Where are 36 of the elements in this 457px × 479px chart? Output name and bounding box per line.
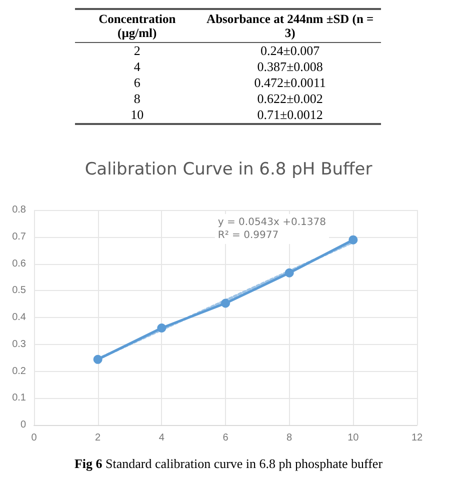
x-tick-label: 0: [31, 432, 38, 444]
y-tick-label: 0.2: [12, 366, 26, 377]
y-tick-label: 0.4: [12, 312, 26, 323]
x-tick-label: 4: [158, 432, 165, 444]
y-tick-label: 0.8: [12, 204, 26, 216]
chart-title: Calibration Curve in 6.8 pH Buffer: [84, 160, 372, 180]
x-tick-label: 12: [411, 432, 423, 444]
text: 0.472±0.0011: [253, 75, 327, 91]
y-tick-label: 0.6: [12, 258, 26, 270]
text: 0.387±0.008: [256, 59, 324, 75]
text: Absorbance at 244nm ±SD (n = 3): [206, 11, 375, 42]
text: 0.622±0.002: [256, 91, 324, 107]
y-tick-label: 0.7: [12, 231, 26, 242]
point: [221, 298, 230, 308]
y-tick-label: 0.3: [12, 338, 26, 350]
text: 0.24±0.007: [260, 42, 321, 59]
text: 4: [132, 59, 142, 75]
text: Concentration (µg/ml): [98, 11, 177, 42]
caption: Fig 6 Standard calibration curve in 6.8 ph phosphate buffer: [73, 456, 384, 472]
x-tick-label: 6: [222, 432, 229, 444]
y-tick-label: 0: [20, 420, 26, 430]
point: [284, 268, 294, 278]
text: 10: [130, 107, 145, 124]
y-tick-label: 0.1: [12, 392, 26, 404]
text: 2: [132, 42, 142, 59]
text: 8: [132, 91, 142, 107]
point: [157, 323, 166, 332]
text: 0.71±0.0012: [256, 107, 324, 124]
x-tick-label: 10: [348, 432, 360, 444]
x-tick-label: 2: [95, 432, 102, 444]
point: [93, 354, 102, 364]
point: [348, 235, 358, 244]
y-tick-label: 0.5: [12, 285, 26, 296]
annotation: y = 0.0543x +0.1378 R² = 0.9977: [218, 217, 326, 241]
text: 6: [132, 75, 142, 91]
x-tick-label: 8: [286, 432, 293, 444]
